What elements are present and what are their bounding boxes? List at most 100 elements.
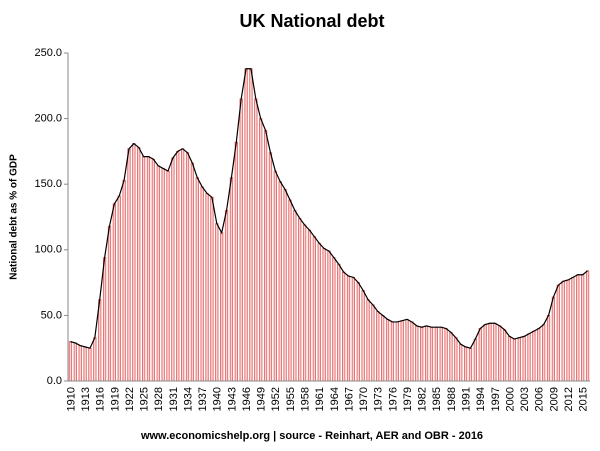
bar: [473, 338, 477, 382]
bar: [117, 195, 121, 382]
bar: [537, 328, 541, 382]
bar: [83, 346, 87, 382]
bar: [351, 276, 356, 382]
x-tick-label: 2009: [548, 387, 560, 411]
bar: [200, 186, 204, 382]
bar: [249, 68, 253, 382]
bar: [234, 141, 238, 382]
bar: [449, 332, 453, 382]
bar: [361, 290, 365, 382]
bar: [381, 314, 385, 382]
bar: [327, 250, 331, 382]
bar: [424, 325, 429, 382]
x-tick-label: 1913: [80, 387, 92, 411]
bar: [151, 158, 155, 382]
bar: [410, 321, 414, 382]
x-tick-label: 1973: [373, 387, 385, 411]
bar: [371, 304, 375, 382]
x-tick-label: 1922: [124, 387, 136, 411]
y-axis-label: National debt as % of GDP: [9, 154, 20, 280]
x-tick-label: 1925: [139, 387, 151, 411]
bar: [576, 274, 580, 382]
bar: [434, 326, 438, 382]
bar: [488, 322, 492, 382]
bar: [185, 152, 190, 382]
bar: [566, 279, 570, 382]
x-tick-label: 1985: [431, 387, 443, 411]
bar: [512, 338, 517, 382]
x-tick-label: 1940: [212, 387, 224, 411]
x-tick-label: 1928: [153, 387, 165, 411]
x-tick-label: 1943: [226, 387, 238, 411]
bar: [293, 210, 297, 382]
bar: [542, 324, 546, 382]
bar: [190, 162, 195, 382]
bar: [229, 177, 234, 382]
bar: [454, 337, 458, 382]
x-tick-label: 1988: [446, 387, 458, 411]
debt-line: [70, 68, 588, 349]
bar: [415, 325, 419, 382]
bar: [346, 275, 351, 382]
bar: [141, 156, 146, 382]
bar: [137, 147, 141, 382]
bar: [390, 321, 395, 382]
bar: [73, 342, 77, 382]
bar: [146, 156, 151, 382]
bar: [176, 150, 180, 382]
bar: [302, 224, 307, 382]
bar: [498, 325, 502, 382]
bar: [78, 345, 82, 382]
x-tick-label: 1982: [417, 387, 429, 411]
bar: [444, 328, 448, 382]
bar: [224, 210, 229, 382]
chart-title: UK National debt: [239, 11, 384, 31]
bar: [532, 330, 536, 382]
bar: [463, 346, 468, 382]
bar: [337, 263, 341, 382]
bar: [366, 299, 370, 382]
bar: [376, 311, 380, 382]
x-tick-label: 1976: [387, 387, 399, 411]
bar: [122, 179, 126, 382]
bar: [93, 337, 97, 382]
bar: [268, 152, 273, 382]
y-tick-label: 0.0: [47, 375, 62, 387]
x-tick-label: 1961: [314, 387, 326, 411]
bar: [429, 326, 434, 382]
x-tick-label: 1997: [490, 387, 502, 411]
bar: [332, 257, 336, 382]
bar: [273, 170, 277, 382]
bar: [239, 98, 243, 382]
bar: [356, 282, 360, 382]
x-tick-label: 1934: [182, 387, 194, 411]
bar: [283, 189, 287, 382]
bar: [107, 225, 112, 382]
x-tick-label: 1919: [109, 387, 121, 411]
bar: [102, 257, 107, 382]
x-tick-label: 1946: [241, 387, 253, 411]
x-tick-label: 1949: [256, 387, 268, 411]
bar: [507, 335, 512, 382]
bar: [132, 143, 136, 382]
bar: [556, 284, 560, 382]
bar: [493, 322, 497, 382]
bar: [254, 98, 258, 382]
bar: [166, 170, 170, 382]
bar: [342, 271, 346, 382]
x-tick-label: 1958: [300, 387, 312, 411]
x-tick-label: 1955: [285, 387, 297, 411]
bar: [478, 328, 482, 382]
x-tick-label: 2015: [578, 387, 590, 411]
bar: [312, 236, 316, 382]
bar: [561, 280, 565, 382]
y-tick-label: 50.0: [41, 309, 62, 321]
bar: [161, 168, 165, 382]
bar: [420, 326, 424, 382]
x-tick-label: 1979: [402, 387, 414, 411]
x-tick-label: 1991: [461, 387, 473, 411]
x-tick-label: 1994: [475, 387, 487, 411]
bar: [483, 324, 487, 382]
y-tick-label: 150.0: [34, 178, 62, 190]
bar: [127, 148, 131, 382]
